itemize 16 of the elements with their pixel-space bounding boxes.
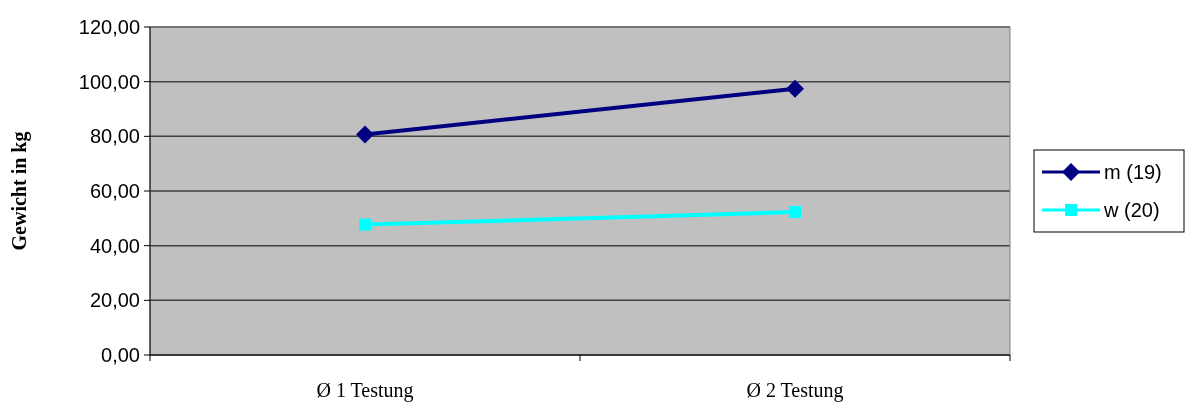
y-tick-label: 60,00	[89, 180, 140, 202]
y-tick-label: 120,00	[78, 16, 140, 38]
legend-label: w (20)	[1103, 199, 1160, 221]
point	[786, 79, 804, 98]
x-tick-label: Ø 1 Testung	[316, 379, 414, 402]
x-tick-label: Ø 2 Testung	[746, 379, 844, 402]
y-tick-label: 20,00	[89, 289, 140, 312]
legend-label: m (19)	[1104, 161, 1162, 183]
y-tick-label: 0,00	[101, 344, 140, 366]
y-tick-label: 100,00	[78, 70, 140, 93]
y-axis-title: Gewicht in kg	[8, 131, 31, 251]
y-tick-label: 40,00	[89, 234, 140, 257]
point	[359, 218, 371, 231]
point	[356, 125, 374, 144]
point	[789, 206, 801, 219]
y-tick-label: 80,00	[89, 125, 140, 148]
